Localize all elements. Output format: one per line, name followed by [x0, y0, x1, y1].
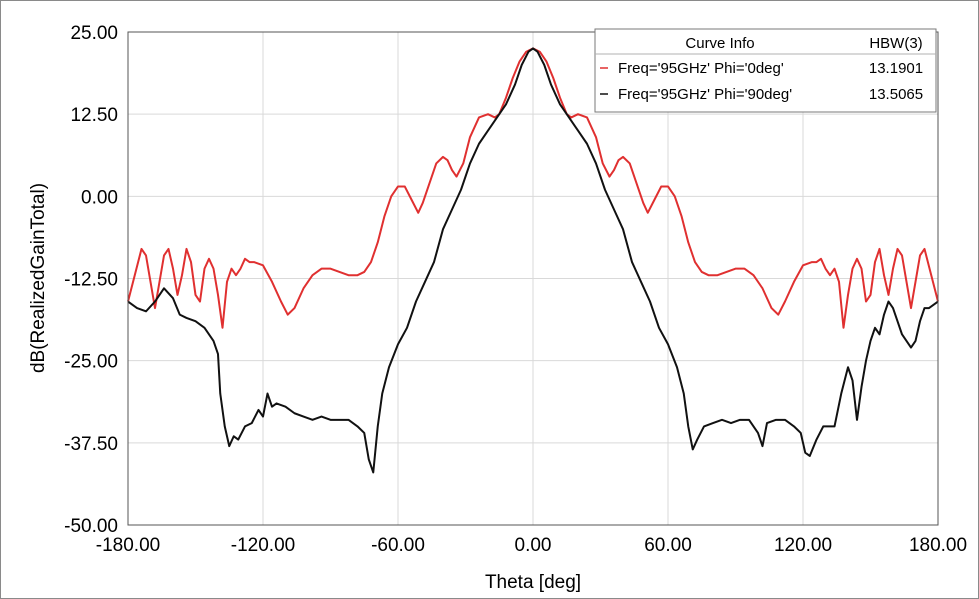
legend-header-value: HBW(3): [869, 35, 922, 52]
x-tick-label: 0.00: [515, 535, 552, 556]
y-tick-label: -50.00: [64, 516, 118, 537]
tick-labels: -180.00 -120.00 -60.00 0.00 60.00 120.00 180.0…: [64, 23, 967, 556]
y-tick-label: -12.50: [64, 270, 118, 291]
legend-box: [594, 28, 937, 113]
legend: Curve Info HBW(3) Freq='95GHz' Phi='0deg…: [594, 28, 937, 113]
curves: [127, 47, 939, 474]
x-axis-label: Theta [deg]: [485, 572, 581, 593]
y-tick-label: 25.00: [70, 23, 118, 44]
legend-label-phi90: Freq='95GHz' Phi='90deg': [618, 86, 792, 103]
x-tick-label: -60.00: [371, 535, 425, 556]
y-tick-label: -37.50: [64, 434, 118, 455]
x-tick-label: 180.00: [909, 535, 967, 556]
x-tick-label: -180.00: [96, 535, 160, 556]
series-line-phi90: [127, 47, 939, 474]
y-tick-label: 12.50: [70, 105, 118, 126]
x-tick-label: -120.00: [231, 535, 295, 556]
legend-label-phi0: Freq='95GHz' Phi='0deg': [618, 60, 784, 77]
x-tick-label: 60.00: [644, 535, 692, 556]
legend-value-phi90: 13.5065: [869, 86, 923, 103]
y-axis-label: dB(RealizedGainTotal): [28, 183, 49, 373]
y-tick-label: -25.00: [64, 352, 118, 373]
x-tick-label: 120.00: [774, 535, 832, 556]
y-tick-label: 0.00: [81, 187, 118, 208]
plot-border: [127, 31, 939, 526]
legend-header-curve: Curve Info: [685, 35, 754, 52]
legend-value-phi0: 13.1901: [869, 60, 923, 77]
